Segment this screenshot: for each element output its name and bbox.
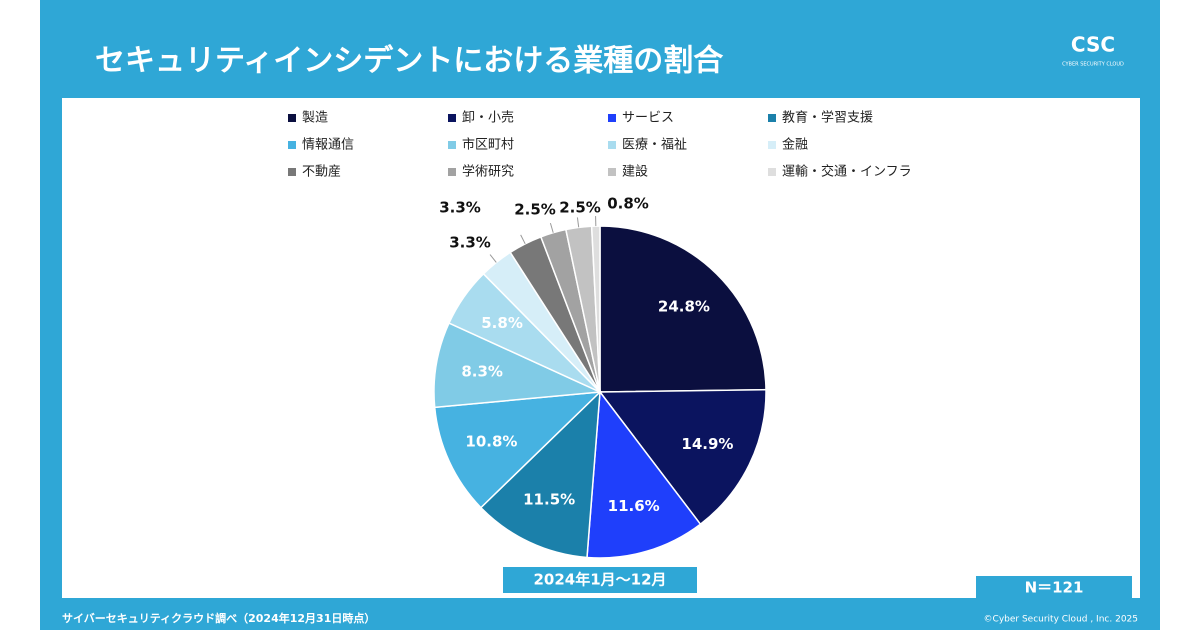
legend-swatch bbox=[448, 168, 456, 176]
legend-label: 医療・福祉 bbox=[622, 138, 687, 153]
value-label: 24.8% bbox=[658, 297, 710, 315]
legend-swatch bbox=[608, 168, 616, 176]
legend-swatch bbox=[608, 114, 616, 122]
legend-swatch bbox=[768, 141, 776, 149]
value-label: 3.3% bbox=[439, 199, 481, 217]
legend-label: 市区町村 bbox=[462, 137, 514, 153]
legend-swatch bbox=[768, 114, 776, 122]
value-label: 11.6% bbox=[608, 497, 660, 515]
legend-swatch bbox=[288, 114, 296, 122]
value-label: 2.5% bbox=[514, 201, 556, 219]
legend-label: 製造 bbox=[302, 111, 328, 126]
logo-mark: CSC bbox=[1071, 33, 1115, 57]
value-label: 10.8% bbox=[465, 432, 517, 450]
copyright: ©Cyber Security Cloud , Inc. 2025 bbox=[984, 615, 1138, 625]
legend-label: 卸・小売 bbox=[462, 110, 514, 126]
legend-swatch bbox=[608, 141, 616, 149]
value-label: 14.9% bbox=[681, 435, 733, 453]
legend-swatch bbox=[448, 141, 456, 149]
legend-swatch bbox=[288, 141, 296, 149]
legend-swatch bbox=[448, 114, 456, 122]
value-label: 3.3% bbox=[449, 234, 491, 252]
legend-label: 学術研究 bbox=[462, 164, 514, 180]
legend-label: 金融 bbox=[782, 137, 808, 153]
legend-swatch bbox=[288, 168, 296, 176]
logo-text: CYBER SECURITY CLOUD bbox=[1062, 62, 1124, 68]
value-label: 11.5% bbox=[523, 491, 575, 509]
legend-swatch bbox=[768, 168, 776, 176]
legend-label: 運輸・交通・インフラ bbox=[782, 164, 912, 180]
period: 2024年1月〜12月 bbox=[533, 571, 666, 589]
value-label: 0.8% bbox=[607, 195, 649, 213]
legend-label: 情報通信 bbox=[302, 138, 354, 153]
legend-label: 教育・学習支援 bbox=[782, 110, 873, 126]
value-label: 2.5% bbox=[559, 199, 601, 217]
chart-title: セキュリティインシデントにおける業種の割合 bbox=[95, 44, 723, 79]
legend-label: 建設 bbox=[622, 164, 648, 180]
legend-label: サービス bbox=[622, 111, 674, 126]
sample-size: N＝121 bbox=[1025, 579, 1084, 597]
source: サイバーセキュリティクラウド調べ（2024年12月31日時点） bbox=[62, 611, 375, 625]
value-label: 5.8% bbox=[481, 314, 523, 332]
value-label: 8.3% bbox=[461, 363, 503, 381]
legend-label: 不動産 bbox=[302, 164, 341, 180]
